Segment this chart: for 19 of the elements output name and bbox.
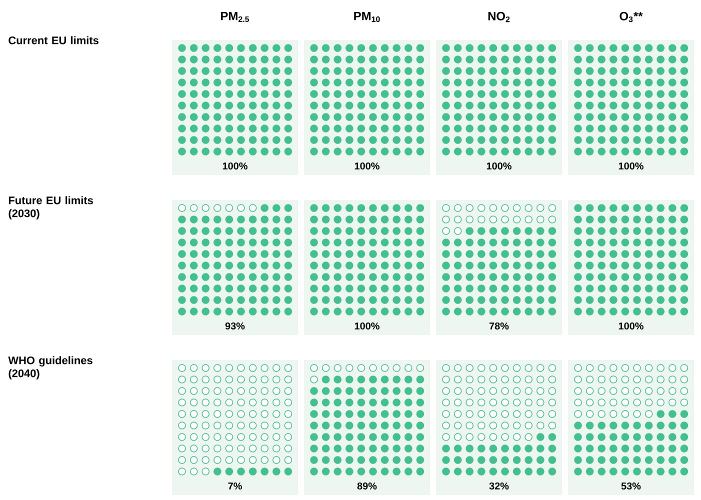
data-label: 53% xyxy=(621,482,641,490)
x-tick-label: PM$_{2.5}$ xyxy=(221,12,250,22)
data-label: 100% xyxy=(222,162,248,170)
data-label: 100% xyxy=(486,162,512,170)
y-tick-label: Future EU limits (2030) xyxy=(8,196,93,220)
data-label: 100% xyxy=(618,162,644,170)
data-label: 7% xyxy=(228,482,242,490)
data-label: 100% xyxy=(354,162,380,170)
y-tick-label: WHO guidelines (2040) xyxy=(8,356,92,380)
data-label: 89% xyxy=(357,482,377,490)
data-label: 100% xyxy=(618,322,644,330)
data-label: 78% xyxy=(489,322,509,330)
data-label: 93% xyxy=(225,322,245,330)
x-tick-label: O$_{3}$** xyxy=(620,12,643,22)
x-tick-label: PM$_{10}$ xyxy=(354,12,380,22)
x-tick-label: NO$_{2}$ xyxy=(488,12,510,22)
y-tick-label: Current EU limits xyxy=(8,36,98,44)
data-label: 32% xyxy=(489,482,509,490)
data-label: 100% xyxy=(354,322,380,330)
